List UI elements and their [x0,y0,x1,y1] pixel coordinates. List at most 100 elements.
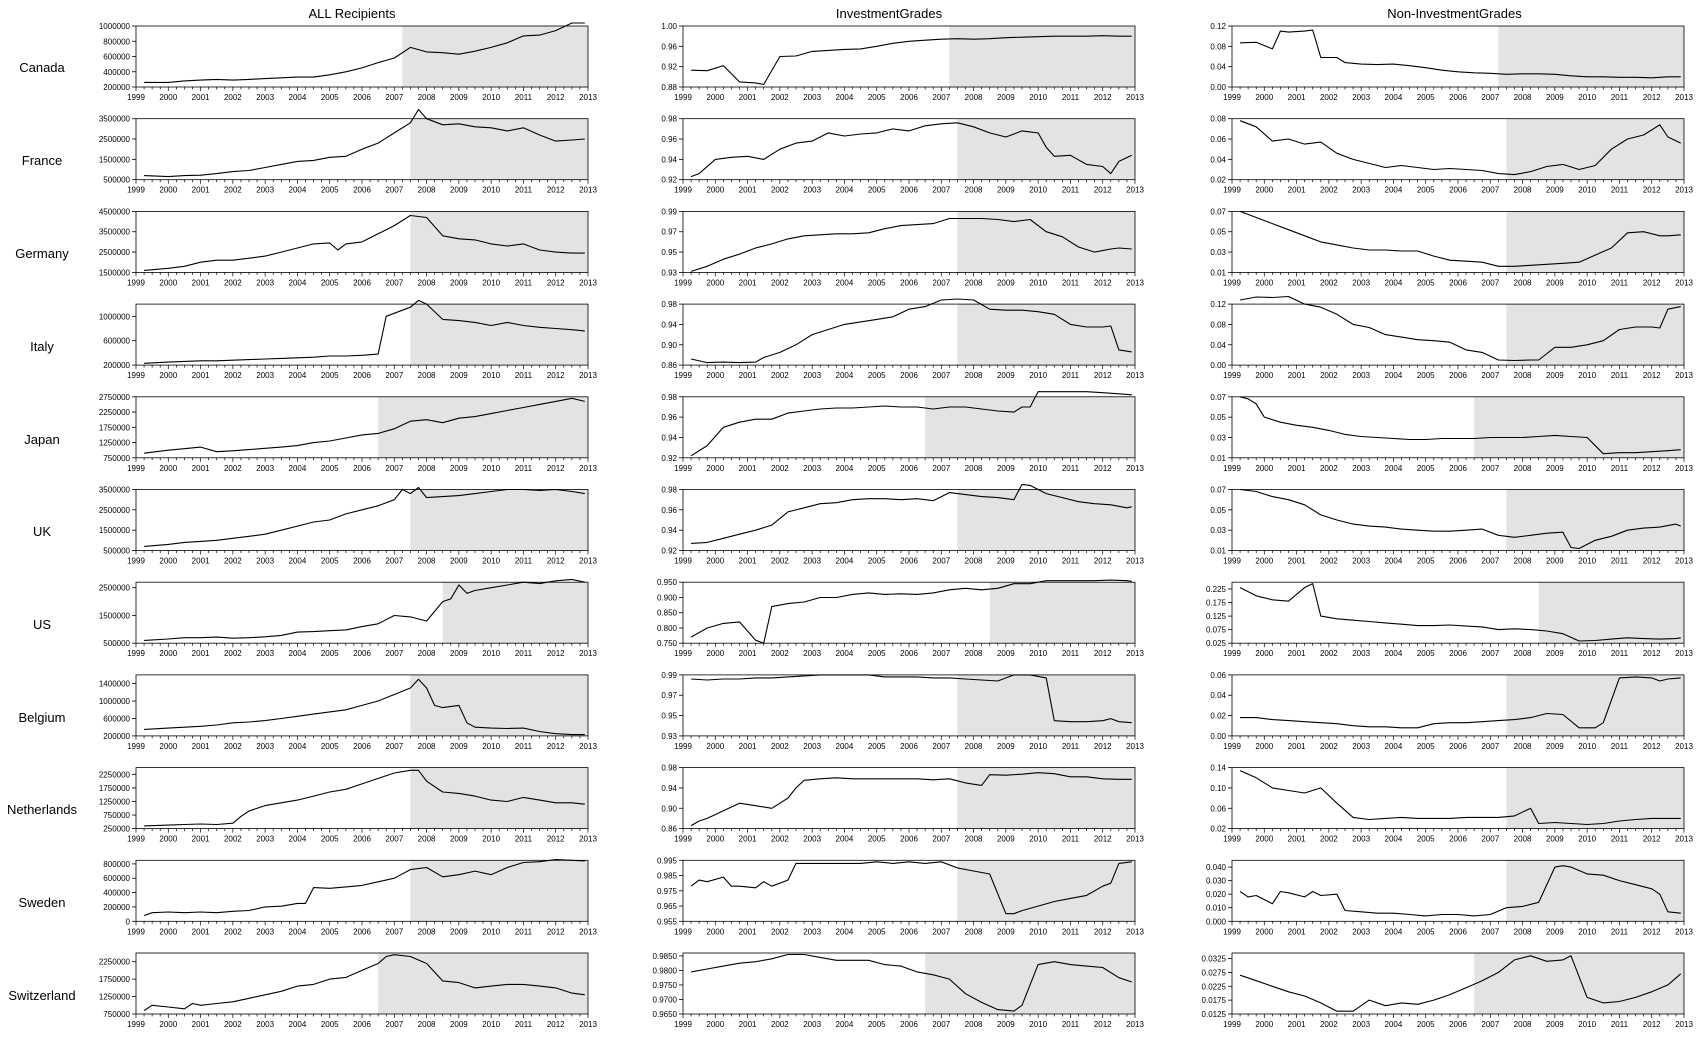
x-tick-label: 2001 [1288,464,1306,473]
shaded-region [1474,396,1684,458]
shaded-region [1506,304,1684,366]
x-tick-label: 2009 [997,649,1015,658]
y-tick-label: 0.95 [661,248,677,257]
y-tick-label: 0.00 [1210,732,1226,741]
series-line-italy-all-recipients [144,299,585,364]
x-tick-label: 2002 [224,93,242,102]
row-label-canada: Canada [19,60,65,75]
y-tick-label: 400000 [103,68,130,77]
x-tick-label: 2007 [385,927,403,936]
x-tick-label: 2013 [579,835,597,844]
x-tick-label: 2000 [1255,1020,1273,1029]
x-tick-label: 2001 [739,835,757,844]
x-tick-label: 2010 [482,649,500,658]
x-tick-label: 2008 [965,186,983,195]
row-label-germany: Germany [15,246,69,261]
y-tick-label: 0.040 [1206,863,1227,872]
x-tick-label: 2003 [256,557,274,566]
x-tick-label: 1999 [127,93,145,102]
x-tick-label: 2008 [418,371,436,380]
y-tick-label: 1750000 [99,784,131,793]
x-tick-label: 2012 [1094,371,1112,380]
x-tick-label: 2009 [450,1020,468,1029]
y-tick-label: 0.92 [661,454,677,463]
x-tick-label: 2004 [289,464,307,473]
y-tick-label: 0.93 [661,268,677,277]
y-tick-label: 500000 [103,547,130,556]
x-tick-label: 2010 [482,1020,500,1029]
x-tick-label: 1999 [1223,649,1241,658]
x-tick-label: 2012 [547,186,565,195]
x-tick-label: 2001 [739,649,757,658]
x-tick-label: 2013 [1675,186,1693,195]
y-tick-label: 0.04 [1210,63,1226,72]
x-tick-label: 2003 [256,835,274,844]
x-tick-label: 2007 [932,835,950,844]
x-tick-label: 2012 [547,927,565,936]
y-tick-label: 200000 [103,361,130,370]
x-tick-label: 2003 [256,742,274,751]
x-tick-label: 2009 [997,464,1015,473]
x-tick-label: 2008 [1514,649,1532,658]
series-line-uk-all-recipients [144,486,585,547]
x-tick-label: 2004 [836,557,854,566]
x-tick-label: 2011 [1062,835,1080,844]
y-tick-label: 0.0225 [1202,982,1227,991]
y-tick-label: 0.94 [661,526,677,535]
x-tick-label: 2003 [1352,464,1370,473]
x-tick-label: 2002 [224,186,242,195]
x-tick-label: 2004 [836,464,854,473]
x-tick-label: 2005 [1417,186,1435,195]
x-tick-label: 2010 [1578,93,1596,102]
x-tick-label: 2005 [321,371,339,380]
shaded-region [1474,953,1684,1014]
x-tick-label: 2001 [192,835,210,844]
shaded-region [410,489,588,551]
x-tick-label: 2000 [1255,371,1273,380]
row-label-belgium: Belgium [18,710,66,725]
series-line-netherlands-non-investmentgrades [1239,770,1681,826]
x-tick-label: 2013 [579,186,597,195]
x-tick-label: 2009 [450,278,468,287]
x-tick-label: 2010 [1578,557,1596,566]
y-tick-label: 0.10 [1210,784,1226,793]
x-tick-label: 2011 [1611,464,1629,473]
y-tick-label: 0.98 [661,764,677,773]
y-tick-label: 600000 [103,337,130,346]
x-tick-label: 2001 [1288,742,1306,751]
x-tick-label: 2008 [1514,927,1532,936]
series-line-uk-investmentgrades [691,483,1132,544]
x-tick-label: 2000 [159,927,177,936]
x-tick-label: 2012 [1094,278,1112,287]
x-tick-label: 2000 [159,1020,177,1029]
x-tick-label: 2001 [739,557,757,566]
x-tick-label: 2011 [515,278,533,287]
x-tick-label: 2002 [1320,927,1338,936]
series-line-canada-non-investmentgrades [1240,29,1681,79]
x-tick-label: 2001 [1288,927,1306,936]
x-tick-label: 2000 [1255,835,1273,844]
y-tick-label: 3500000 [99,115,131,124]
x-tick-label: 2011 [1611,649,1629,658]
y-tick-label: 0.02 [1210,176,1226,185]
series-line-italy-non-investmentgrades [1239,295,1681,362]
y-tick-label: 0.96 [661,42,677,51]
x-tick-label: 1999 [674,742,692,751]
x-tick-label: 2012 [1094,464,1112,473]
x-tick-label: 2005 [321,649,339,658]
x-tick-label: 2001 [192,186,210,195]
x-tick-label: 2003 [1352,186,1370,195]
x-tick-label: 2011 [515,557,533,566]
x-tick-label: 2003 [803,742,821,751]
x-tick-label: 2000 [706,649,724,658]
x-tick-label: 2012 [1094,186,1112,195]
x-tick-label: 2000 [706,278,724,287]
series-line-uk-non-investmentgrades [1240,488,1682,550]
x-tick-label: 2001 [739,464,757,473]
x-tick-label: 2011 [1062,1020,1080,1029]
y-tick-label: 750000 [103,454,130,463]
x-tick-label: 2011 [1062,371,1080,380]
series-line-germany-all-recipients [144,214,585,271]
